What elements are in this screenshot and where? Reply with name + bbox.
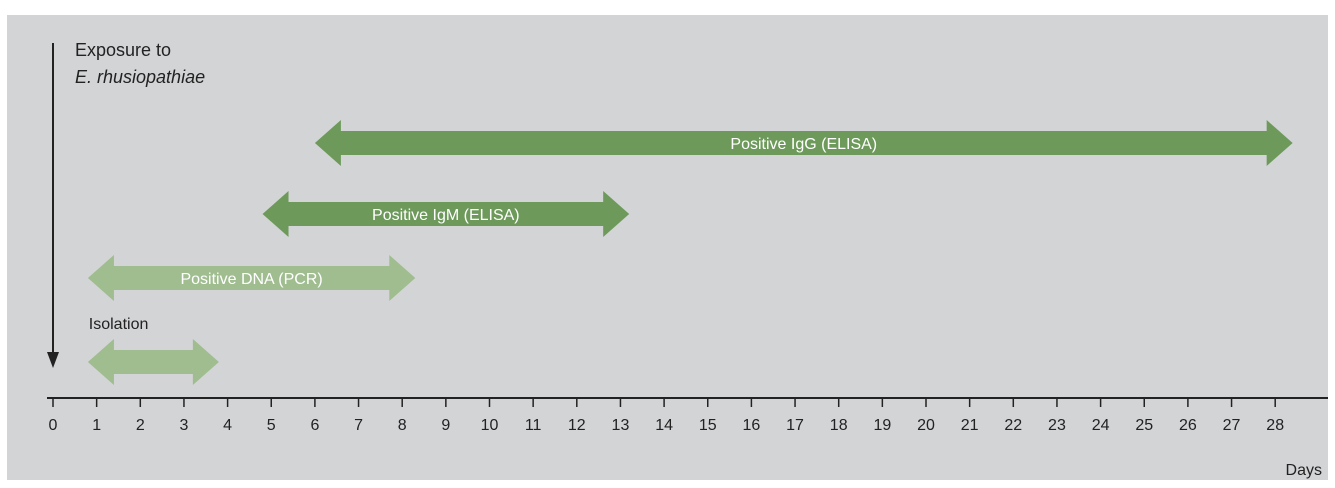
isolation-arrow-shape bbox=[87, 339, 219, 385]
day-tick-label: 19 bbox=[873, 417, 891, 434]
day-tick-label: 14 bbox=[655, 417, 673, 434]
interval-arrow-igm: Positive IgM (ELISA) bbox=[262, 191, 630, 237]
day-tick-label: 15 bbox=[699, 417, 717, 434]
igg-arrow-shape bbox=[314, 120, 1293, 166]
day-tick-label: 16 bbox=[743, 417, 761, 434]
igm-label: Positive IgM (ELISA) bbox=[372, 207, 520, 224]
day-tick-label: 8 bbox=[398, 417, 407, 434]
day-tick-label: 12 bbox=[568, 417, 586, 434]
day-axis-ticks: 0 1 2 3 4 5 6 7 8 9 10 11 12 13 14 15 16 17 18 19 20 21 22 23 24… bbox=[49, 398, 1284, 434]
interval-arrow-dna: Positive DNA (PCR) bbox=[87, 255, 416, 301]
day-tick-label: 17 bbox=[786, 417, 804, 434]
exposure-arrow bbox=[47, 43, 59, 368]
exposure-label-line1: Exposure to bbox=[75, 40, 171, 60]
day-tick-label: 1 bbox=[92, 417, 101, 434]
day-tick-label: 2 bbox=[136, 417, 145, 434]
day-tick-label: 26 bbox=[1179, 417, 1197, 434]
day-tick-label: 13 bbox=[612, 417, 630, 434]
day-tick-label: 18 bbox=[830, 417, 848, 434]
day-tick-label: 3 bbox=[179, 417, 188, 434]
day-tick-label: 6 bbox=[310, 417, 319, 434]
day-tick-label: 24 bbox=[1092, 417, 1110, 434]
day-tick-label: 4 bbox=[223, 417, 232, 434]
isolation-label: Isolation bbox=[89, 316, 149, 333]
exposure-label-line2: E. rhusiopathiae bbox=[75, 67, 205, 87]
dna-label: Positive DNA (PCR) bbox=[180, 271, 322, 288]
day-tick-label: 21 bbox=[961, 417, 979, 434]
dna-arrow-shape bbox=[87, 255, 416, 301]
day-tick-label: 23 bbox=[1048, 417, 1066, 434]
igg-label: Positive IgG (ELISA) bbox=[730, 136, 877, 153]
day-tick-label: 7 bbox=[354, 417, 363, 434]
day-tick-label: 11 bbox=[525, 417, 542, 434]
day-tick-label: 0 bbox=[49, 417, 58, 434]
interval-arrow-igg: Positive IgG (ELISA) bbox=[314, 120, 1293, 166]
axis-unit-label: Days bbox=[1286, 462, 1322, 479]
day-tick-label: 20 bbox=[917, 417, 935, 434]
day-tick-label: 10 bbox=[481, 417, 499, 434]
day-tick-label: 9 bbox=[441, 417, 450, 434]
day-tick-label: 5 bbox=[267, 417, 276, 434]
day-tick-label: 22 bbox=[1004, 417, 1022, 434]
day-tick-label: 27 bbox=[1223, 417, 1241, 434]
day-tick-label: 25 bbox=[1135, 417, 1153, 434]
interval-arrow-isolation: Isolation bbox=[87, 316, 219, 385]
igm-arrow-shape bbox=[262, 191, 630, 237]
day-tick-label: 28 bbox=[1266, 417, 1284, 434]
